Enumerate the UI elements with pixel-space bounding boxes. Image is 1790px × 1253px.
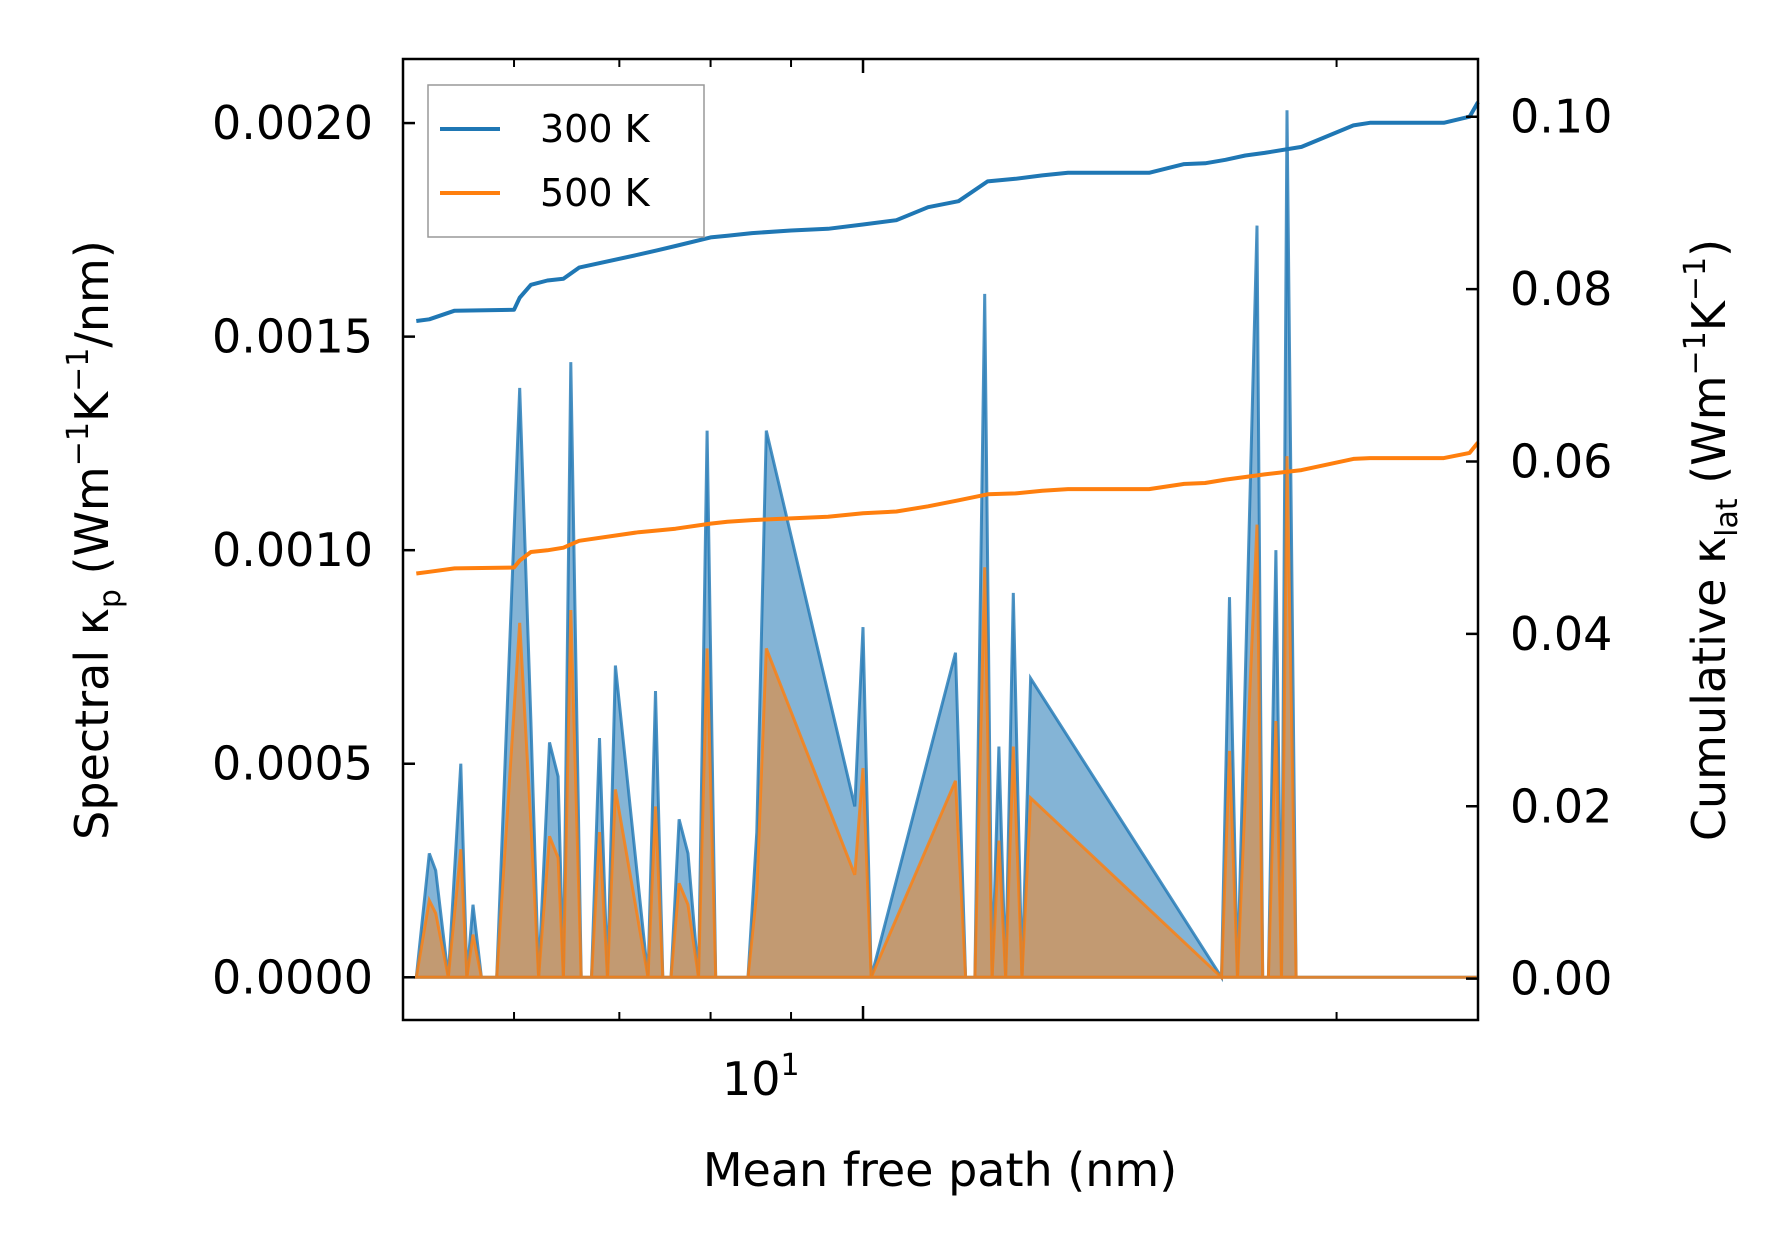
- y-right-tick-label: 0.02: [1510, 779, 1612, 833]
- y-axis-title-left: Spectral κp (Wm−1K−1/nm): [61, 240, 128, 840]
- y-left-tick-label: 0.0020: [212, 96, 373, 150]
- cumulative-line-300k: [416, 101, 1480, 323]
- tick-layer: 0.0000 0.0005 0.0010 0.0015 0.0020 0.00 0.02 0.…: [212, 59, 1612, 1020]
- x-axis-title: Mean free path (nm): [703, 1143, 1177, 1197]
- plot-frame: [401, 57, 1480, 1022]
- legend-label-500k: 500 K: [540, 171, 651, 215]
- cumulative-line-500k: [416, 441, 1480, 576]
- legend-label-300k: 300 K: [540, 107, 651, 151]
- y-left-tick-label: 0.0005: [212, 737, 373, 791]
- line-layer: [416, 101, 1480, 576]
- y-right-tick-label: 0.06: [1510, 434, 1612, 488]
- y-left-tick-label: 0.0010: [212, 523, 373, 577]
- y-right-tick-label: 0.00: [1510, 952, 1612, 1006]
- y-left-tick-label: 0.0000: [212, 950, 373, 1004]
- x-tick-label: 101: [722, 1048, 800, 1106]
- y-axis-title-right: Cumulative κlat (Wm−1K−1): [1678, 239, 1745, 841]
- spectral-area-500k: [414, 456, 1477, 981]
- legend: 300 K 500 K: [427, 84, 705, 238]
- y-right-tick-label: 0.10: [1510, 90, 1612, 144]
- y-left-tick-label: 0.0015: [212, 310, 373, 364]
- legend-box: [427, 84, 705, 238]
- y-right-tick-label: 0.08: [1510, 262, 1612, 316]
- spectral-fill-layer: [414, 110, 1477, 983]
- y-right-tick-label: 0.04: [1510, 607, 1612, 661]
